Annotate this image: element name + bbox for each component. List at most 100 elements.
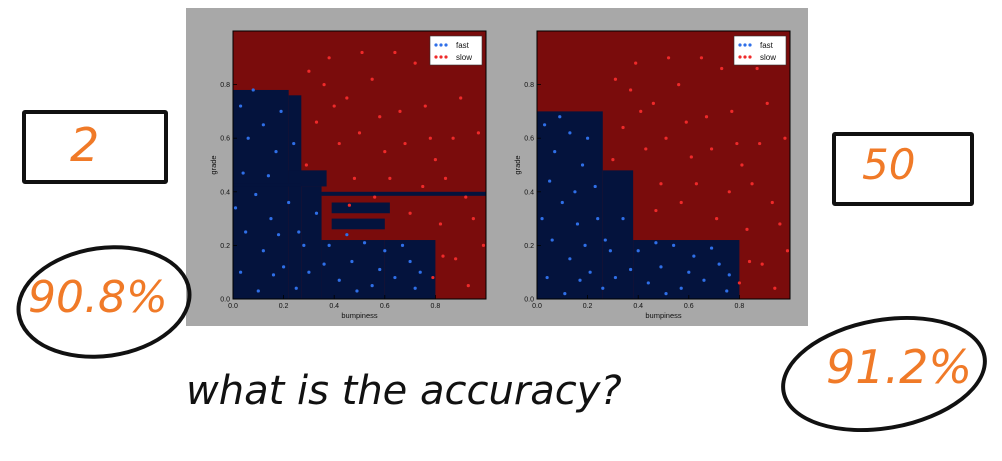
plot-1-slow-point	[352, 176, 357, 180]
plot-2-fast-point	[702, 278, 706, 282]
plot-1-fast-point	[246, 136, 250, 140]
plot-1-slow-point	[383, 150, 387, 154]
plot-2-fast-point	[727, 273, 731, 277]
plot-2-fast-point	[659, 265, 663, 269]
plot-1-slow-point	[322, 83, 326, 87]
plot-2-slow-point	[699, 56, 704, 60]
plot-1-fast-point	[269, 217, 273, 221]
plot-1-y-tick-label: 0.6	[220, 136, 230, 143]
plot-1-fast-point	[297, 230, 301, 234]
plot-2-slow-point	[694, 182, 698, 186]
plot-2-legend-label-fast: fast	[760, 41, 774, 50]
plot-1-fast-point	[238, 270, 243, 274]
right-accuracy-label: 91.2%	[826, 340, 973, 394]
plot-2-legend-marker-fast	[738, 43, 742, 47]
plot-2-x-tick-label: 0.2	[583, 303, 593, 310]
plot-2-fast-point	[580, 163, 585, 167]
plot-2-fast-point	[563, 292, 567, 296]
plot-1-fast-point	[327, 243, 331, 247]
plot-1-fast-point	[355, 289, 359, 293]
plot-1-fast-point	[254, 192, 258, 197]
accuracy-question: what is the accuracy?	[186, 368, 622, 414]
plot-2-fast-point	[717, 262, 721, 266]
plot-2-fast-point	[583, 243, 587, 247]
plot-2-slow-point	[720, 66, 724, 71]
left-param-label: 2	[70, 118, 100, 172]
plot-1-legend-label-fast: fast	[456, 41, 470, 50]
plot-1-fast-point	[370, 284, 374, 288]
plot-1-slow-point	[304, 163, 308, 167]
plot-1-slow-point	[345, 96, 349, 100]
plot-2-slow-point	[659, 182, 663, 186]
plot-2-slow-point	[758, 141, 762, 146]
plot-2-fast-point	[593, 184, 597, 189]
plot-2-fast-point	[664, 292, 668, 296]
plot-1-legend-marker-slow	[434, 55, 438, 59]
plot-1-slow-point	[373, 195, 377, 199]
plot-2-fast-point	[603, 238, 607, 242]
plot-2-fast-point	[550, 238, 554, 242]
plot-2-x-tick-label: 0.4	[633, 303, 643, 310]
plot-2-slow-point	[735, 141, 739, 146]
plot-1-legend-marker-fast	[434, 43, 438, 47]
plot-1-slow-point	[459, 96, 463, 100]
plot-2-slow-point	[684, 120, 688, 124]
left-param-box	[22, 110, 168, 184]
plot-1-fast-point	[294, 286, 298, 290]
plot-2-slow-point	[634, 61, 638, 65]
plot-2-slow-point	[785, 249, 790, 253]
plot-1-slow-point	[466, 284, 470, 288]
plot-1-slow-point	[421, 184, 425, 189]
plot-2-legend-marker-slow	[743, 55, 747, 59]
plot-1-fast-point	[413, 286, 417, 290]
plot-2-x-axis-label: bumpiness	[645, 311, 682, 320]
plot-1-slow-point	[370, 77, 374, 81]
plot-2-y-axis-label: grade	[513, 155, 522, 174]
plot-2-slow-point	[677, 83, 681, 87]
plot-2-fast-point	[578, 278, 582, 282]
plot-2-y-tick-label: 0.6	[524, 136, 534, 143]
plot-1-fast-point	[350, 259, 354, 264]
plot-1-slow-point	[408, 211, 412, 215]
plot-1-fast-point	[233, 206, 238, 210]
plot-2-slow-point	[737, 281, 742, 285]
plot-1-slow-point	[464, 195, 468, 199]
plot-1-axes-frame	[232, 30, 487, 300]
plot-2-fast-point	[568, 257, 572, 261]
plot-1-legend-marker-fast	[439, 43, 443, 47]
plot-1-fast-region	[233, 183, 302, 187]
plot-1-fast-point	[307, 270, 311, 274]
plot-2-slow-point	[664, 136, 668, 140]
plot-2-fast-point	[548, 179, 552, 183]
plot-1-fast-point	[282, 265, 286, 269]
plot-2-fast-point	[586, 136, 590, 140]
plot-2-fast-point	[654, 241, 658, 245]
plot-1-slow-point	[347, 203, 351, 207]
plot-2-fast-point	[601, 286, 605, 290]
plot-1-fast-region	[321, 191, 486, 196]
plot-1-fast-point	[393, 275, 397, 280]
plot-2-fast-point	[636, 249, 640, 253]
plot-2-slow-point	[750, 182, 754, 186]
plot-2-fast-point	[725, 289, 729, 293]
plot-2-slow-point	[730, 109, 734, 113]
plot-1-fast-point	[337, 278, 341, 282]
plot-1-slow-point	[357, 131, 362, 135]
plot-2-slow-point	[755, 66, 759, 71]
plot-2-fast-point	[545, 275, 549, 280]
plot-2-slow-point	[715, 217, 719, 221]
plot-1-fast-point	[251, 88, 255, 92]
plot-1-fast-region	[331, 202, 390, 214]
plot-1-y-tick-label: 0.2	[220, 243, 230, 250]
plot-2-slow-point	[666, 56, 671, 60]
plot-1-slow-point	[441, 254, 445, 258]
plot-1-slow-point	[438, 222, 443, 226]
plot-2-y-tick-label: 0.2	[524, 243, 534, 250]
plot-1-fast-point	[322, 262, 326, 266]
plot-2-fast-point	[588, 270, 592, 274]
plot-2-x-tick-label: 0.0	[532, 303, 542, 310]
plot-1-legend-box	[429, 35, 483, 66]
plot-1-legend-marker-slow	[439, 55, 443, 59]
